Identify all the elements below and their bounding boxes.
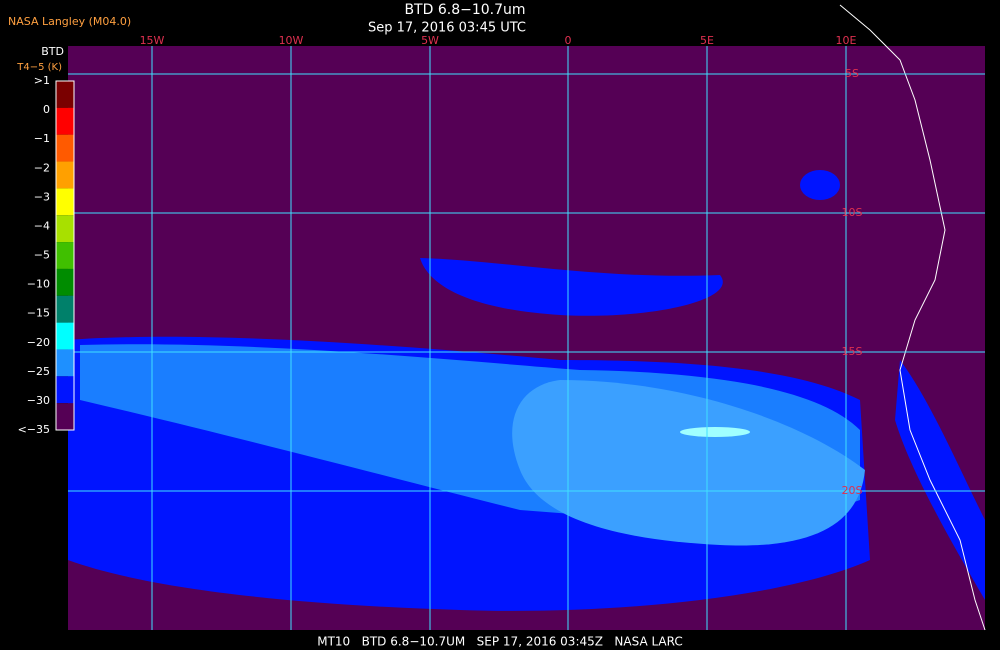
latitude-label: 10S — [842, 206, 863, 219]
latitude-label: 15S — [842, 345, 863, 358]
colorbar-swatch — [56, 322, 74, 350]
longitude-label: 10W — [279, 34, 304, 47]
colorbar-swatch — [56, 107, 74, 135]
longitude-label: 0 — [565, 34, 572, 47]
colorbar-swatch — [56, 242, 74, 269]
colorbar-swatch — [56, 188, 74, 216]
colorbar-label: −20 — [27, 336, 50, 349]
colorbar-label: −5 — [34, 249, 50, 262]
longitude-label: 10E — [836, 34, 857, 47]
colorbar-label: −25 — [27, 365, 50, 378]
colorbar-label: <−35 — [18, 423, 50, 436]
footer: MT10 BTD 6.8−10.7UM SEP 17, 2016 03:45Z … — [317, 635, 683, 649]
colorbar-swatch — [56, 81, 74, 108]
colorbar-label: −2 — [34, 161, 50, 174]
title: BTD 6.8−10.7um — [404, 2, 525, 18]
colorbar-label: −3 — [34, 190, 50, 203]
colorbar-swatch — [56, 295, 74, 323]
colorbar-units: T4−5 (K) — [16, 62, 62, 73]
colorbar-label: −10 — [27, 278, 50, 291]
colorbar-label: −1 — [34, 132, 50, 145]
colorbar-swatch — [56, 134, 74, 162]
colorbar-label: >1 — [34, 74, 50, 87]
colorbar-swatch — [56, 349, 74, 377]
colorbar-label: −30 — [27, 394, 50, 407]
colorbar-swatch — [56, 161, 74, 189]
graticule — [68, 46, 985, 630]
latitude-label: 5S — [845, 67, 859, 80]
colorbar-swatch — [56, 376, 74, 404]
colorbar-label: 0 — [43, 103, 50, 116]
longitude-label: 5E — [700, 34, 714, 47]
longitude-label: 5W — [421, 34, 439, 47]
cloud-field — [68, 170, 985, 611]
colorbar-swatch — [56, 403, 74, 430]
source-label: NASA Langley (M04.0) — [8, 15, 131, 28]
subtitle: Sep 17, 2016 03:45 UTC — [368, 21, 526, 36]
longitude-label: 15W — [140, 34, 165, 47]
colorbar-frame — [55, 80, 75, 431]
latitude-label: 20S — [842, 484, 863, 497]
coastline — [839, 4, 986, 631]
colorbar-label: −4 — [34, 219, 50, 232]
colorbar-swatch — [56, 215, 74, 243]
colorbar-swatch — [56, 268, 74, 296]
colorbar-label: −15 — [27, 307, 50, 320]
colorbar-title: BTD — [41, 45, 64, 58]
